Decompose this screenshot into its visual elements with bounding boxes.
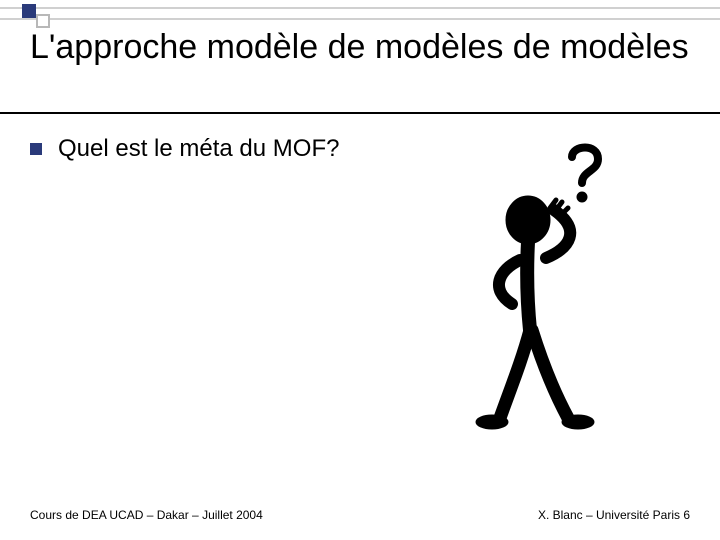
footer-left: Cours de DEA UCAD – Dakar – Juillet 2004 bbox=[30, 508, 263, 522]
slide-top-decoration bbox=[0, 0, 720, 28]
footer-right: X. Blanc – Université Paris 6 bbox=[538, 508, 690, 522]
bullet-marker-icon bbox=[30, 143, 42, 155]
thinking-figure-illustration bbox=[450, 130, 630, 440]
decor-line-2 bbox=[0, 18, 720, 20]
slide-title: L'approche modèle de modèles de modèles bbox=[30, 28, 690, 67]
decor-square-filled bbox=[22, 4, 36, 18]
decor-line-1 bbox=[0, 7, 720, 9]
decor-square-outline bbox=[36, 14, 50, 28]
bullet-text: Quel est le méta du MOF? bbox=[58, 134, 339, 164]
title-underline bbox=[0, 112, 720, 114]
